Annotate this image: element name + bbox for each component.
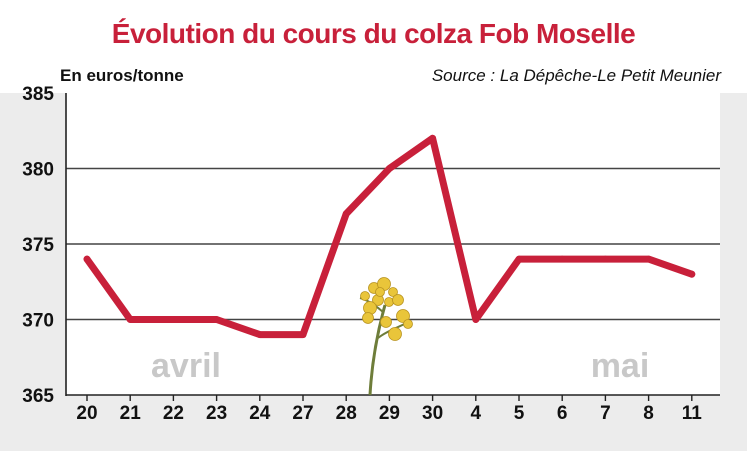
data-point bbox=[429, 134, 436, 142]
x-tick-label: 23 bbox=[206, 403, 227, 424]
y-tick-label: 370 bbox=[22, 311, 54, 332]
x-tick-label: 22 bbox=[163, 403, 184, 424]
flower-petal bbox=[396, 309, 410, 323]
x-tick-label: 30 bbox=[422, 403, 443, 424]
x-tick-label: 28 bbox=[336, 403, 357, 424]
flower-petal bbox=[388, 327, 402, 341]
x-tick-label: 4 bbox=[471, 403, 482, 424]
month-label-mai: mai bbox=[591, 347, 650, 385]
data-point bbox=[386, 165, 393, 172]
chart-title: Évolution du cours du colza Fob Moselle bbox=[111, 18, 636, 49]
rapeseed-flower-icon bbox=[359, 277, 413, 396]
data-point bbox=[472, 316, 480, 323]
data-point bbox=[170, 316, 177, 323]
data-point bbox=[602, 255, 609, 263]
x-tick-label: 29 bbox=[379, 403, 400, 424]
x-tick-label: 5 bbox=[514, 403, 525, 424]
flower-petal bbox=[362, 312, 374, 324]
data-point bbox=[213, 316, 221, 323]
x-tick-label: 27 bbox=[292, 403, 313, 424]
flower-petal bbox=[388, 287, 398, 297]
data-point bbox=[299, 331, 307, 338]
data-point bbox=[515, 255, 523, 263]
flower-petal bbox=[403, 319, 413, 329]
source-label: Source : La Dépêche-Le Petit Meunier bbox=[431, 66, 721, 85]
data-point bbox=[645, 255, 652, 263]
flower-petal bbox=[380, 316, 392, 328]
flower-petal bbox=[392, 294, 404, 306]
flower-petal bbox=[384, 297, 394, 307]
month-label-avril: avril bbox=[151, 347, 221, 385]
x-tick-label: 20 bbox=[76, 403, 97, 424]
stem bbox=[368, 304, 387, 396]
x-tick-label: 7 bbox=[600, 403, 611, 424]
x-tick-label: 21 bbox=[120, 403, 142, 424]
y-tick-label: 375 bbox=[22, 235, 54, 256]
y-tick-label: 385 bbox=[22, 84, 54, 105]
data-point bbox=[256, 331, 264, 338]
flower-petal bbox=[375, 287, 385, 297]
x-tick-label: 11 bbox=[682, 403, 703, 424]
data-point bbox=[126, 316, 134, 323]
x-tick-label: 24 bbox=[249, 403, 271, 424]
x-tick-label: 8 bbox=[643, 403, 654, 424]
data-point bbox=[558, 255, 566, 263]
data-point bbox=[688, 270, 696, 278]
y-tick-label: 380 bbox=[22, 160, 54, 181]
data-point bbox=[83, 255, 91, 263]
flower-petal bbox=[360, 291, 370, 301]
y-axis-unit-label: En euros/tonne bbox=[60, 66, 184, 85]
x-tick-label: 6 bbox=[557, 403, 568, 424]
y-tick-label: 365 bbox=[22, 386, 54, 407]
data-point bbox=[342, 210, 350, 218]
